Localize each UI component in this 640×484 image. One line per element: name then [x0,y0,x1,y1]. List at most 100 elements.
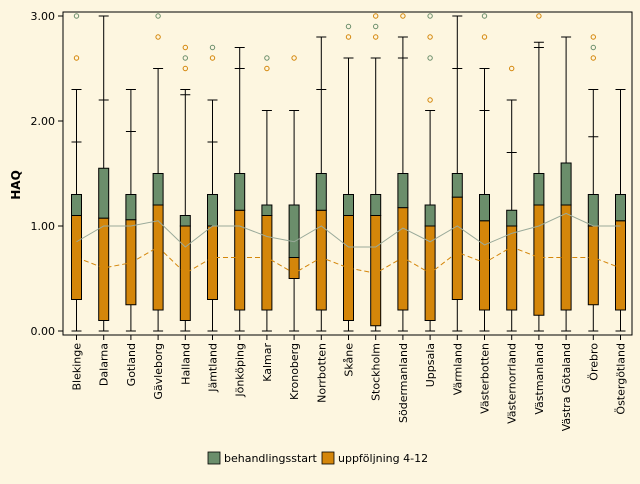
outliers-layer [73,13,596,103]
box-upper-18 [560,162,572,206]
box-lower-16 [506,225,518,311]
box-upper-17 [533,173,545,206]
category-label: Östergötland [615,343,628,415]
box-lower-19 [587,225,599,306]
outlier-point [590,34,596,40]
box-upper-20 [615,194,626,222]
plot-frame [62,11,633,336]
box-upper-7 [261,204,273,216]
box-upper-6 [234,173,246,211]
legend-swatch-behandlingsstart [207,451,221,465]
box-upper-3 [152,173,164,206]
outlier-point [536,13,542,19]
outlier-point [373,23,379,30]
legend-label-uppfoljning: uppföljning 4-12 [338,452,428,465]
outlier-point [182,44,189,51]
outlier-point [345,23,352,30]
outlier-point [427,13,433,19]
box-lower-1 [98,217,110,321]
y-tick-label: 3.00 [31,10,56,23]
box-upper-13 [424,204,436,227]
box-upper-14 [451,173,463,198]
box-lower-14 [451,196,463,300]
y-tick-label: 0.00 [31,325,56,338]
category-label: Jämtland [207,343,220,393]
category-label: Skåne [343,343,356,377]
category-label: Gävleborg [152,343,165,400]
outlier-point [373,13,379,19]
outlier-point [400,13,406,19]
box-lower-8 [288,257,300,279]
category-label: Västerbotten [479,343,492,414]
outlier-point [481,34,488,40]
box-upper-19 [587,194,599,227]
category-label: Värmland [451,343,464,395]
series-line-behandlingsstart [76,212,621,248]
legend: behandlingsstart uppföljning 4-12 [207,451,428,465]
outlier-point [73,55,80,61]
box-upper-16 [506,209,518,227]
category-label: Kronoberg [288,343,301,400]
box-upper-8 [288,204,300,258]
outlier-point [373,34,379,40]
category-label: Gotland [125,343,138,386]
box-lower-17 [533,204,545,316]
outlier-point [209,55,216,61]
category-label: Örebro [587,343,600,381]
category-label: Västernorrland [506,343,519,424]
category-label: Kalmar [261,343,274,382]
outlier-point [590,55,596,61]
box-upper-1 [98,167,110,219]
outlier-point [264,55,270,61]
outlier-point [345,34,352,40]
outlier-point [155,34,161,40]
box-upper-15 [479,194,490,222]
category-label: Västmanland [533,343,546,415]
box-lower-7 [261,215,273,311]
category-label: Stockholm [370,343,383,401]
category-label: Halland [179,343,192,385]
box-lower-9 [315,209,327,311]
box-upper-10 [343,194,354,216]
outlier-point [264,65,270,72]
y-tick-label: 2.00 [31,115,56,128]
box-lower-4 [179,225,191,321]
outlier-point [427,55,433,61]
box-upper-4 [179,215,191,227]
legend-label-behandlingsstart: behandlingsstart [224,452,318,465]
category-label: Dalarna [98,343,111,386]
category-label: Jönköping [234,343,247,398]
outlier-point [427,34,433,40]
outlier-point [209,44,216,51]
category-label: Norrbotten [315,343,328,403]
outlier-point [73,13,80,19]
outlier-point [427,97,433,103]
box-upper-5 [207,194,218,227]
box-upper-12 [397,173,409,209]
legend-swatch-uppfoljning [321,451,335,465]
outlier-point [509,65,515,72]
box-lower-20 [615,220,626,311]
box-lower-10 [343,215,354,321]
outlier-point [155,13,161,19]
box-upper-0 [71,194,82,216]
category-label: Södermanland [397,343,410,423]
mean-lines-layer [76,212,621,274]
y-tick-label: 1.00 [31,220,56,233]
box-lower-5 [207,225,218,300]
box-lower-11 [370,215,382,327]
box-lower-12 [397,207,409,311]
outlier-point [182,65,189,72]
box-upper-2 [125,194,137,221]
outlier-point [481,13,488,19]
outlier-point [291,55,297,61]
outlier-point [182,55,189,61]
box-lower-15 [479,220,490,311]
category-label: Västra Götaland [560,343,573,431]
axes-layer: 0.00 1.00 2.00 3.00 Blekinge Dalarna Gotland Gä… [31,10,633,431]
box-lower-6 [234,209,246,311]
box-upper-9 [315,173,327,211]
category-label: Blekinge [71,343,84,391]
